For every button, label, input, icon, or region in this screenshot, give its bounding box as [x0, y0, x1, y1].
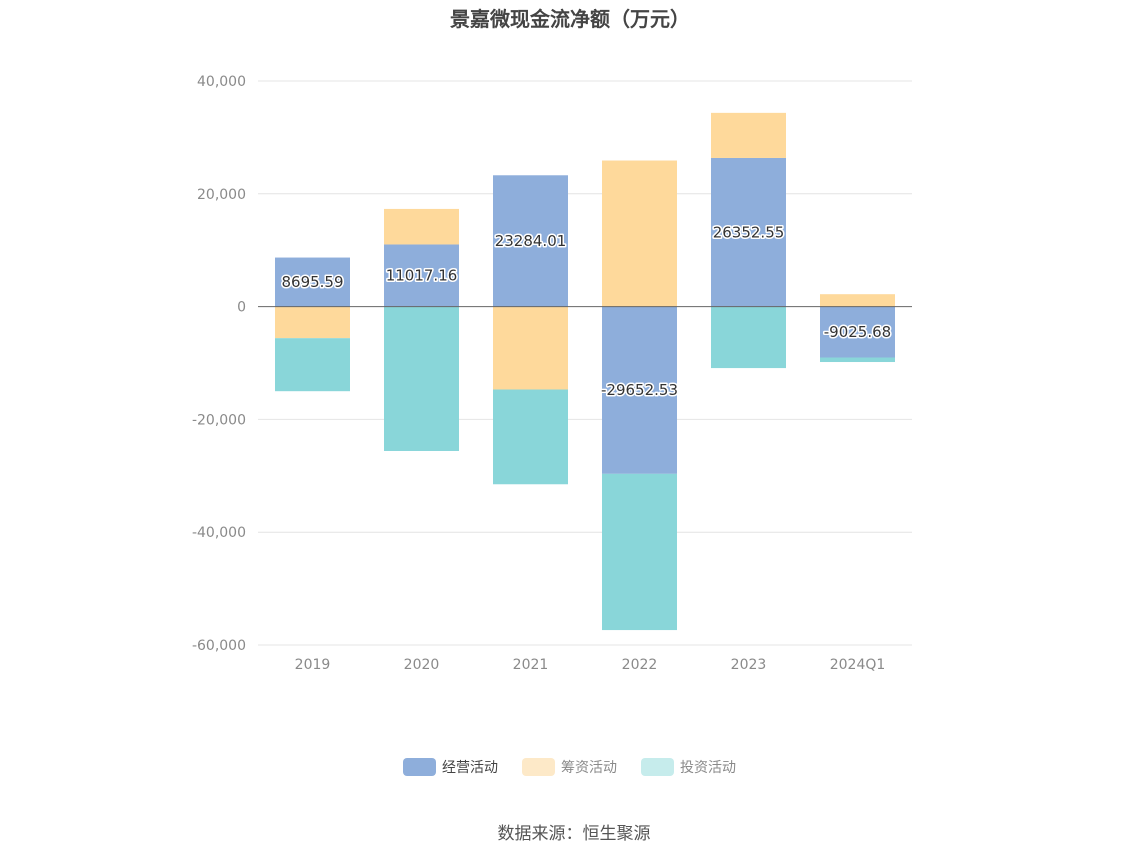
legend-label-1: 筹资活动 — [561, 759, 617, 776]
x-tick-label: 2023 — [731, 657, 767, 673]
data-label-2023: 26352.55 — [713, 223, 785, 241]
bar-2021-series-1 — [493, 306, 568, 390]
y-tick-label: 0 — [237, 300, 246, 316]
y-axis: 40,000 20,000 0 -20,000 -40,000 -60,000 — [192, 74, 246, 654]
legend-label-0: 经营活动 — [442, 760, 498, 776]
data-label-2021: 23284.01 — [495, 232, 567, 250]
data-label-2024Q1: -9025.68 — [824, 323, 891, 341]
y-tick-label: -20,000 — [192, 412, 246, 428]
y-tick-label: -60,000 — [192, 638, 246, 654]
bar-2020-series-2 — [384, 306, 459, 451]
bars — [275, 112, 895, 631]
bar-2021-series-2 — [493, 389, 568, 485]
y-tick-label: -40,000 — [192, 525, 246, 541]
legend-label-2: 投资活动 — [680, 760, 736, 776]
x-tick-label: 2022 — [622, 657, 658, 673]
bar-2020-series-1 — [384, 208, 459, 245]
bar-2019-series-1 — [275, 306, 350, 339]
y-tick-label: 20,000 — [197, 187, 246, 203]
grid-lines — [258, 80, 912, 646]
chart-title: 景嘉微现金流净额（万元） — [450, 7, 690, 31]
x-tick-label: 2019 — [295, 657, 331, 673]
bar-2022-series-0 — [602, 306, 677, 474]
bar-2021-series-0 — [493, 175, 568, 307]
legend: 经营活动 筹资活动 投资活动 — [403, 758, 736, 776]
bar-2019-series-0 — [275, 257, 350, 307]
bar-2023-series-0 — [711, 157, 786, 307]
data-label-2019: 8695.59 — [281, 273, 343, 291]
x-tick-label: 2021 — [513, 657, 549, 673]
bar-2022-series-1 — [602, 160, 677, 307]
legend-swatch-2 — [641, 758, 674, 776]
bar-2023-series-1 — [711, 112, 786, 158]
y-tick-label: 40,000 — [197, 74, 246, 90]
legend-swatch-0 — [403, 758, 436, 776]
bar-2023-series-2 — [711, 306, 786, 369]
data-label-2022: -29652.53 — [601, 381, 678, 399]
source-note: 数据来源：恒生聚源 — [498, 824, 651, 844]
x-axis: 2019 2020 2021 2022 2023 2024Q1 — [295, 657, 886, 673]
x-tick-label: 2020 — [404, 657, 440, 673]
bar-2024Q1-series-1 — [820, 294, 895, 307]
bar-2019-series-2 — [275, 338, 350, 392]
bar-2022-series-2 — [602, 473, 677, 631]
bar-2020-series-0 — [384, 244, 459, 307]
legend-swatch-1 — [522, 758, 555, 776]
data-labels: 8695.59 11017.16 23284.01 -29652.53 26352.55… — [280, 222, 893, 401]
bar-2024Q1-series-2 — [820, 357, 895, 363]
bar-2024Q1-series-0 — [820, 306, 895, 358]
x-tick-label: 2024Q1 — [830, 657, 886, 673]
data-label-2020: 11017.16 — [386, 267, 458, 285]
